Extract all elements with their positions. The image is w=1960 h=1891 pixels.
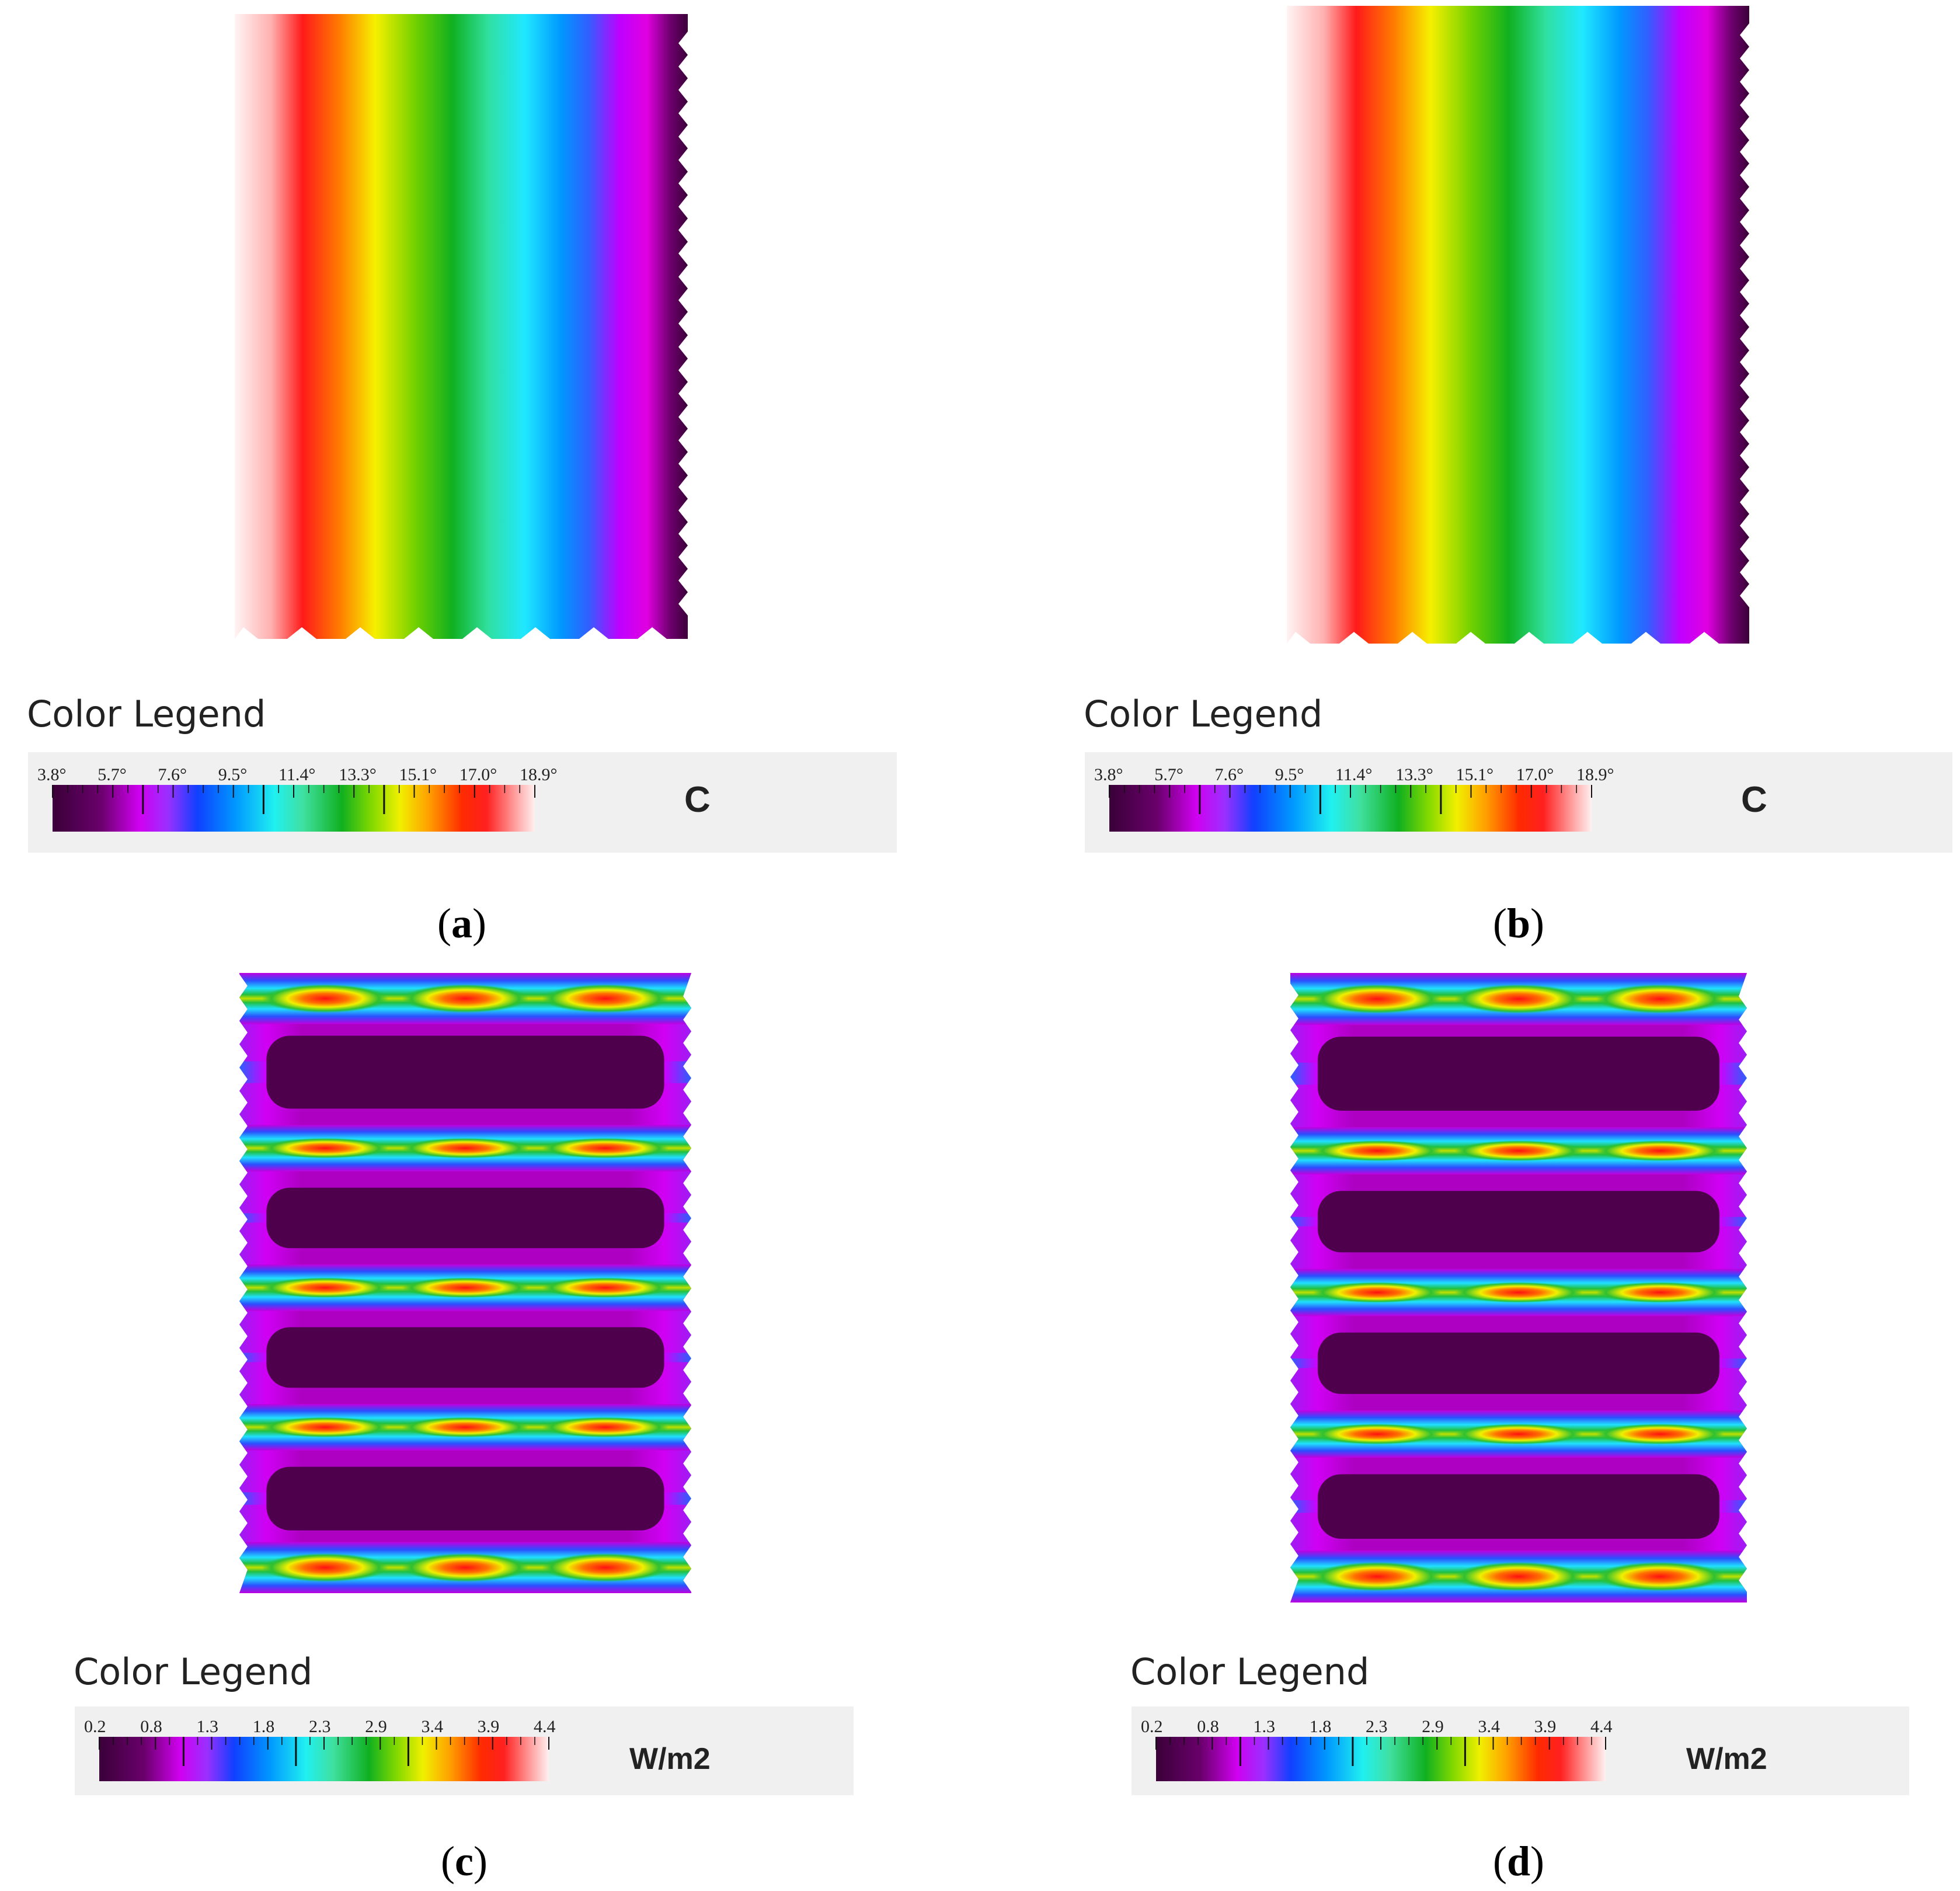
legend-tick-label: 0.8 bbox=[1197, 1717, 1219, 1736]
legend-tick-label: 2.9 bbox=[365, 1717, 387, 1736]
legend-tick-label: 3.4 bbox=[422, 1717, 444, 1736]
legend-tick-label: 1.3 bbox=[1254, 1717, 1276, 1736]
legend-tick-label: 13.3° bbox=[1395, 765, 1433, 784]
legend-tick-label: 4.4 bbox=[1590, 1717, 1613, 1736]
legend-tick-label: 11.4° bbox=[278, 765, 315, 784]
legend-tick-label: 1.8 bbox=[253, 1717, 275, 1736]
legend-tick-label: 9.5° bbox=[218, 765, 248, 784]
legend-tick-label: 2.3 bbox=[309, 1717, 331, 1736]
legend-unit: C bbox=[1741, 780, 1767, 820]
heat-flux-plot-d bbox=[1290, 973, 1747, 1603]
legend-scale: 3.8° 5.7° 7.6° 9.5° 11.4° 13.3° 15.1° 17.0° 18.9… bbox=[1094, 765, 1614, 832]
legend-title: Color Legend bbox=[27, 693, 266, 735]
legend-scale: 3.8° 5.7° 7.6° 9.5° 11.4° 13.3° 15.1° 17.0° 18.9… bbox=[37, 765, 558, 832]
panel-caption: (c) bbox=[441, 1838, 488, 1885]
color-legend-box: 0.2 0.8 1.3 1.8 2.3 2.9 3.4 3.9 4.4 W/m2 bbox=[75, 1706, 854, 1795]
legend-tick-label: 2.3 bbox=[1366, 1717, 1388, 1736]
legend-tick-label: 0.2 bbox=[1141, 1717, 1163, 1736]
legend-tick-label: 18.9° bbox=[1576, 765, 1614, 784]
color-legend-box: 0.2 0.8 1.3 1.8 2.3 2.9 3.4 3.9 4.4 W/m2 bbox=[1132, 1706, 1909, 1795]
temperature-plot-a bbox=[235, 14, 688, 639]
temperature-plot-b bbox=[1287, 6, 1749, 644]
legend-title: Color Legend bbox=[74, 1650, 313, 1693]
legend-scale: 0.2 0.8 1.3 1.8 2.3 2.9 3.4 3.9 4.4 bbox=[1141, 1717, 1613, 1781]
legend-tick-label: 7.6° bbox=[158, 765, 187, 784]
legend-tick-label: 3.9 bbox=[478, 1717, 500, 1736]
legend-tick-label: 3.8° bbox=[1094, 765, 1123, 784]
legend-tick-label: 11.4° bbox=[1335, 765, 1372, 784]
legend-tick-label: 15.1° bbox=[399, 765, 437, 784]
legend-tick-label: 5.7° bbox=[98, 765, 127, 784]
legend-scale: 0.2 0.8 1.3 1.8 2.3 2.9 3.4 3.9 4.4 bbox=[84, 1717, 556, 1781]
legend-tick-label: 17.0° bbox=[1516, 765, 1554, 784]
legend-tick-label: 17.0° bbox=[459, 765, 497, 784]
color-legend-box: 3.8° 5.7° 7.6° 9.5° 11.4° 13.3° 15.1° 17.0° 18.9… bbox=[28, 752, 897, 853]
legend-tick-label: 7.6° bbox=[1215, 765, 1244, 784]
legend-tick-label: 1.3 bbox=[197, 1717, 219, 1736]
color-legend-box: 3.8° 5.7° 7.6° 9.5° 11.4° 13.3° 15.1° 17.0° 18.9… bbox=[1085, 752, 1952, 853]
legend-tick-label: 0.2 bbox=[84, 1717, 106, 1736]
legend-tick-label: 1.8 bbox=[1310, 1717, 1332, 1736]
legend-tick-label: 3.4 bbox=[1478, 1717, 1501, 1736]
legend-tick-label: 15.1° bbox=[1456, 765, 1494, 784]
panel-caption: (d) bbox=[1492, 1838, 1545, 1885]
legend-tick-label: 5.7° bbox=[1154, 765, 1183, 784]
legend-unit: W/m2 bbox=[629, 1742, 711, 1776]
legend-title: Color Legend bbox=[1130, 1650, 1370, 1693]
legend-tick-label: 18.9° bbox=[520, 765, 558, 784]
legend-tick-label: 3.8° bbox=[37, 765, 67, 784]
legend-tick-label: 2.9 bbox=[1422, 1717, 1444, 1736]
heat-flux-plot-c bbox=[239, 973, 691, 1593]
legend-title: Color Legend bbox=[1084, 693, 1323, 735]
legend-tick-label: 9.5° bbox=[1275, 765, 1304, 784]
panel-caption: (b) bbox=[1492, 900, 1545, 947]
legend-tick-label: 4.4 bbox=[534, 1717, 556, 1736]
legend-tick-label: 13.3° bbox=[339, 765, 377, 784]
panel-caption: (a) bbox=[437, 900, 486, 947]
legend-tick-label: 0.8 bbox=[140, 1717, 162, 1736]
legend-unit: C bbox=[684, 780, 711, 820]
legend-tick-label: 3.9 bbox=[1534, 1717, 1557, 1736]
legend-unit: W/m2 bbox=[1686, 1742, 1767, 1776]
